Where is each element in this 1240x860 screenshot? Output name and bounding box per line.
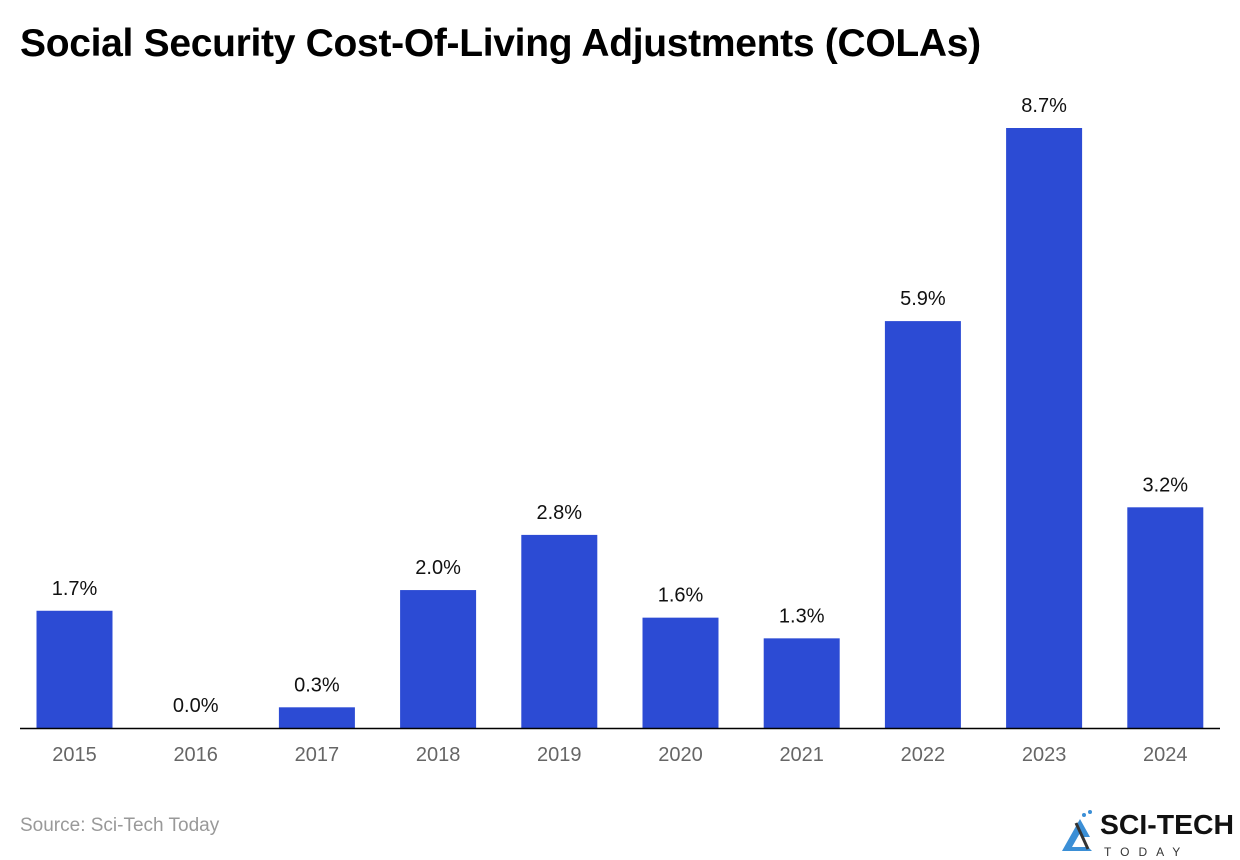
data-label-2023: 8.7% xyxy=(1021,95,1067,117)
x-tick-label-2018: 2018 xyxy=(416,744,461,766)
bar-2020 xyxy=(642,617,719,728)
chart-title: Social Security Cost-Of-Living Adjustmen… xyxy=(20,22,981,65)
bar-2023 xyxy=(1006,128,1083,728)
data-label-2020: 1.6% xyxy=(658,585,704,607)
x-tick-label-2024: 2024 xyxy=(1143,744,1188,766)
x-tick-label-2019: 2019 xyxy=(537,744,582,766)
data-label-2021: 1.3% xyxy=(779,605,825,627)
bar-2021 xyxy=(763,638,840,728)
x-tick-label-2022: 2022 xyxy=(901,744,946,766)
logo-subtext: TODAY xyxy=(1104,845,1189,859)
data-label-2019: 2.8% xyxy=(537,502,583,524)
bar-2018 xyxy=(400,590,477,728)
x-tick-label-2021: 2021 xyxy=(779,744,824,766)
x-tick-label-2020: 2020 xyxy=(658,744,703,766)
data-label-2017: 0.3% xyxy=(294,674,340,696)
bar-2024 xyxy=(1127,507,1204,728)
bar-2015 xyxy=(36,610,113,728)
x-tick-label-2016: 2016 xyxy=(173,744,218,766)
bar-chart: 1.7% 2015 0.0% 2016 0.3% 2017 2.0% 2018 2.8% 2019… xyxy=(20,95,1220,766)
bar-2017 xyxy=(278,707,355,728)
data-label-2022: 5.9% xyxy=(900,288,946,310)
data-label-2018: 2.0% xyxy=(415,557,461,579)
x-tick-label-2017: 2017 xyxy=(295,744,340,766)
data-label-2024: 3.2% xyxy=(1143,474,1189,496)
data-label-2016: 0.0% xyxy=(173,695,219,717)
source-note: Source: Sci-Tech Today xyxy=(20,815,220,836)
x-tick-label-2023: 2023 xyxy=(1022,744,1067,766)
bar-2022 xyxy=(884,321,961,728)
logo-text: SCI-TECH xyxy=(1100,809,1234,840)
data-label-2015: 1.7% xyxy=(52,578,98,600)
bar-2019 xyxy=(521,534,598,728)
sci-tech-today-logo: SCI-TECH TODAY xyxy=(1062,809,1234,859)
x-tick-label-2015: 2015 xyxy=(52,744,97,766)
